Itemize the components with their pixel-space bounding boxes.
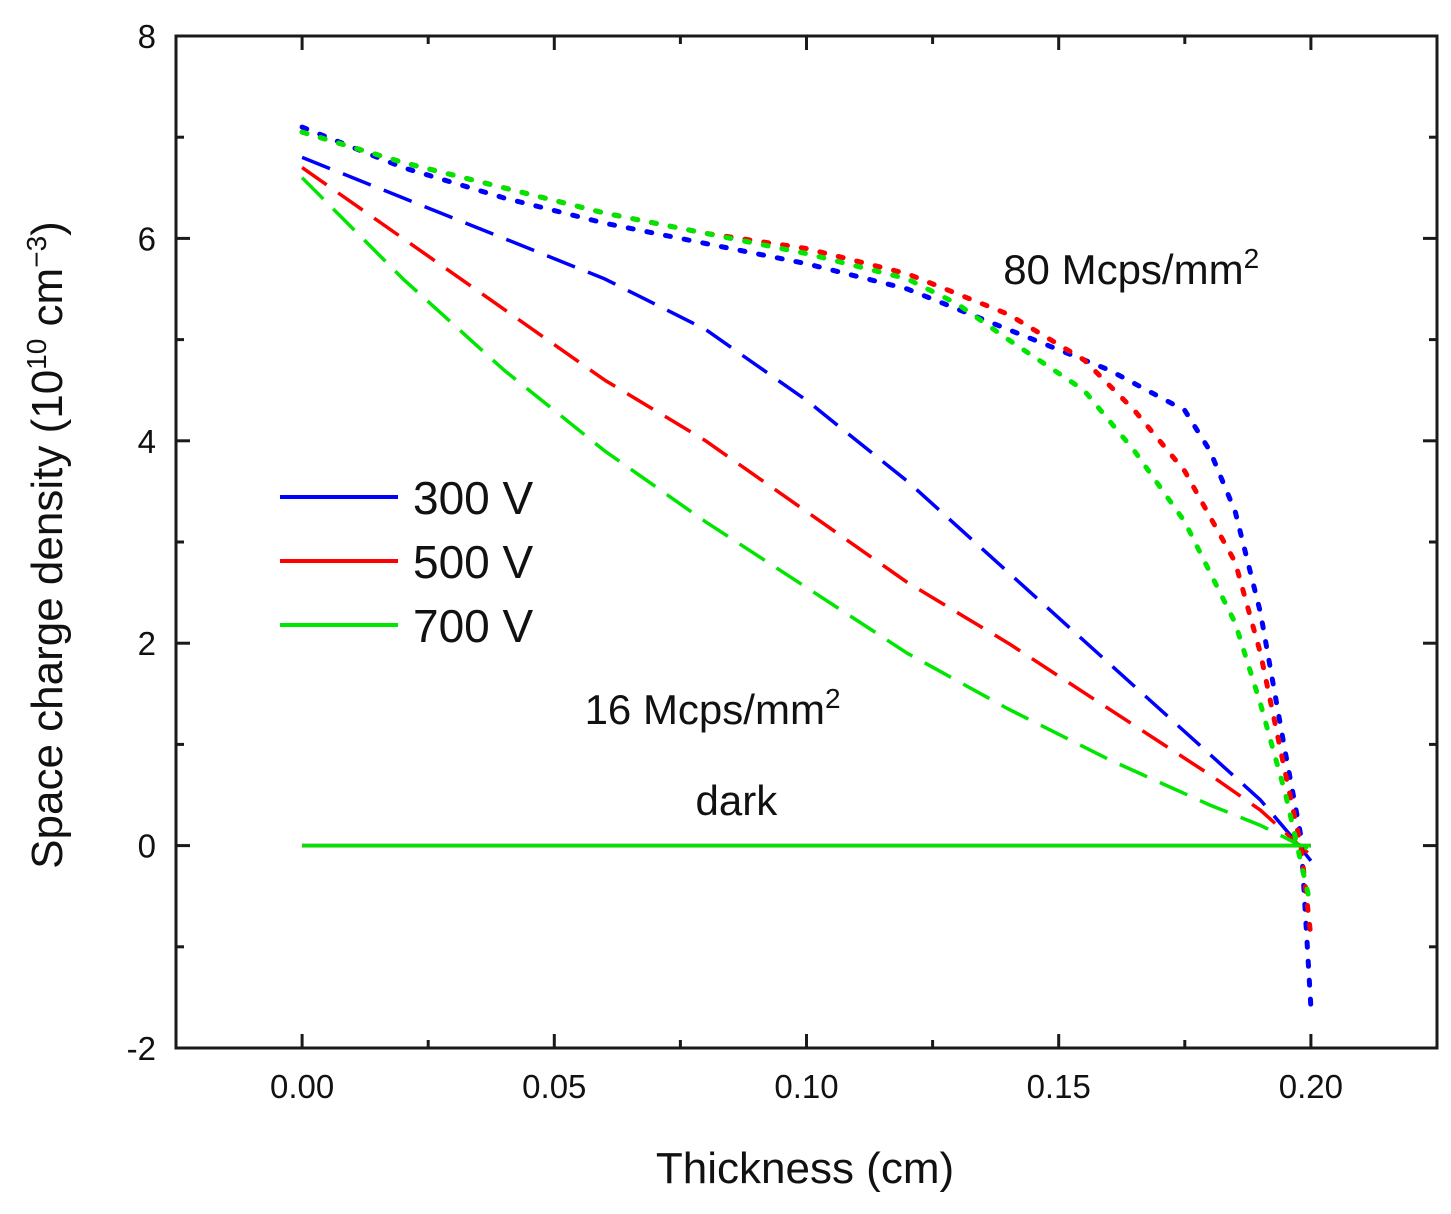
annotation-label: dark [696, 777, 779, 824]
y-axis-title-end: ) [23, 221, 72, 236]
series-line-dotted-3 [299, 124, 1314, 1010]
annotation-superscript: 2 [1244, 243, 1260, 274]
y-axis-title-mid: cm [23, 268, 72, 339]
annotation-superscript: 2 [825, 683, 841, 714]
series-line-dashed-2 [300, 176, 1312, 853]
y-axis-title-exp2: −3 [21, 236, 52, 268]
y-axis-title: Space charge density (1010 cm−3) [21, 221, 72, 869]
legend-label: 700 V [413, 600, 534, 652]
plot-frame [174, 34, 1439, 1050]
annotation-label: 80 Mcps/mm2 [1003, 243, 1259, 293]
x-axis-title: Thickness (cm) [656, 1144, 954, 1193]
annotation-label: 16 Mcps/mm2 [585, 683, 841, 733]
y-axis-title-exp1: 10 [21, 339, 52, 370]
x-tick-label: 0.20 [1279, 1068, 1343, 1105]
legend-label: 500 V [413, 536, 534, 588]
legend-label: 300 V [413, 472, 534, 524]
tick-labels: 0.00 0.05 0.10 0.15 0.20 -2 0 2 4 6 8 [127, 18, 1343, 1105]
y-tick-label: 6 [138, 220, 156, 257]
y-tick-label: 2 [138, 625, 156, 662]
x-tick-label: 0.05 [522, 1068, 586, 1105]
annotation-text: dark [696, 777, 779, 824]
annotation-text: 16 Mcps/mm [585, 686, 825, 733]
y-tick-label: 8 [138, 18, 156, 55]
annotation-text: 80 Mcps/mm [1003, 246, 1243, 293]
y-tick-label: 4 [138, 423, 156, 460]
y-tick-label: -2 [127, 1030, 156, 1067]
axis-ticks [174, 34, 1439, 1050]
legend: 300 V 500 V 700 V [280, 472, 534, 652]
series-line-dotted-5 [299, 129, 1314, 909]
series-line-dashed-0 [301, 155, 1313, 862]
x-tick-label: 0.10 [774, 1068, 838, 1105]
x-tick-label: 0.15 [1027, 1068, 1091, 1105]
series-line-dashed-1 [301, 166, 1313, 858]
y-tick-label: 0 [138, 828, 156, 865]
series-group [299, 124, 1314, 1010]
y-axis-title-main: Space charge density (10 [23, 370, 72, 869]
x-tick-label: 0.00 [270, 1068, 334, 1105]
